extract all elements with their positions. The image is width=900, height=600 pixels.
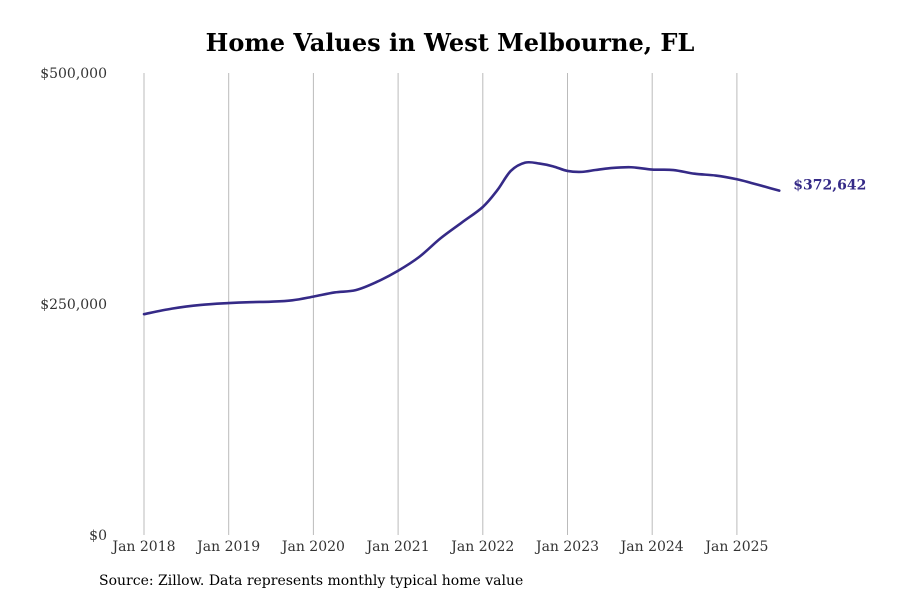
- x-tick-label: Jan 2022: [449, 539, 514, 555]
- x-tick-label: Jan 2023: [534, 539, 599, 555]
- source-note: Source: Zillow. Data represents monthly …: [99, 573, 524, 589]
- x-tick-label: Jan 2021: [365, 539, 430, 555]
- end-value-label: $372,642: [793, 178, 866, 194]
- chart-title: Home Values in West Melbourne, FL: [205, 28, 695, 57]
- y-tick-label: $0: [89, 528, 107, 544]
- x-tick-label: Jan 2025: [703, 539, 768, 555]
- y-tick-label: $500,000: [40, 66, 107, 82]
- x-tick-label: Jan 2020: [280, 539, 345, 555]
- y-tick-label: $250,000: [40, 297, 107, 313]
- x-tick-label: Jan 2018: [110, 539, 175, 555]
- x-tick-label: Jan 2019: [195, 539, 260, 555]
- home-value-line: [142, 160, 781, 316]
- x-tick-label: Jan 2024: [619, 539, 684, 555]
